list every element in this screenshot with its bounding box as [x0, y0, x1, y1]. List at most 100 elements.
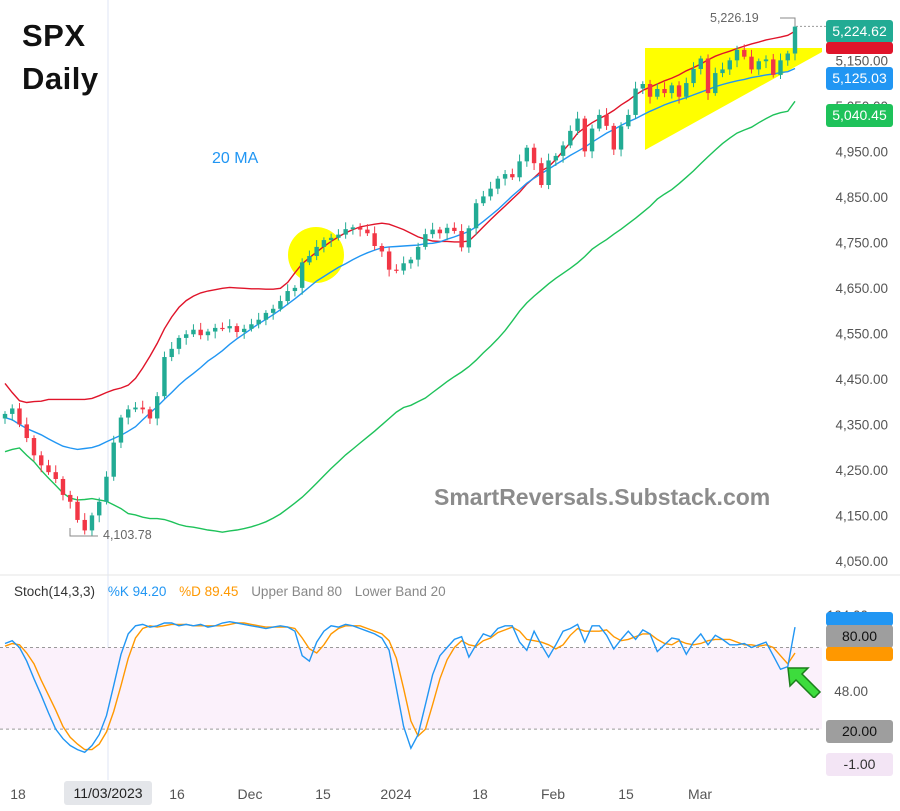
stoch-axis-tick: 48.00 [834, 684, 868, 699]
candle [575, 111, 580, 135]
candle [357, 223, 363, 237]
x-axis-label: 18 [10, 786, 26, 802]
price-axis-tick: 5,150.00 [835, 53, 888, 68]
candle-body [669, 85, 674, 94]
candle [553, 153, 559, 166]
candle-body [183, 334, 189, 338]
candle [365, 224, 370, 236]
candle [220, 322, 225, 332]
candle-body [684, 83, 689, 97]
watermark: SmartReversals.Substack.com [434, 484, 771, 510]
candle-body [205, 331, 211, 336]
candle [408, 256, 414, 269]
candle-body [415, 246, 421, 260]
candle-body [756, 61, 761, 70]
candle-body [763, 59, 769, 62]
candle [292, 285, 298, 297]
price-axis-tick: 4,550.00 [835, 326, 888, 341]
candle-body [256, 319, 261, 325]
candle [314, 240, 319, 261]
candle-body [727, 60, 732, 70]
candle-body [350, 227, 356, 230]
candle [582, 115, 588, 157]
candle [24, 417, 29, 443]
x-axis-label: Feb [541, 786, 565, 802]
candle [539, 157, 544, 188]
candle [423, 228, 428, 250]
candle-body [517, 161, 522, 178]
candle-body [307, 256, 312, 263]
candle [597, 109, 602, 132]
candle [676, 81, 682, 104]
candle [705, 54, 711, 100]
candle-body [234, 326, 240, 333]
candle [662, 82, 667, 98]
candle [792, 22, 798, 61]
x-axis-label: 2024 [380, 786, 411, 802]
candle [227, 319, 232, 333]
candle-body [89, 515, 95, 531]
x-axis-label: 15 [315, 786, 331, 802]
candle [191, 324, 196, 338]
candle-body [473, 203, 479, 229]
candle-body [68, 494, 73, 502]
candle [234, 323, 240, 338]
stoch-k-line [4, 620, 796, 754]
candle [437, 226, 443, 239]
candle-body [611, 125, 617, 150]
candle [241, 324, 247, 339]
candle [415, 242, 421, 267]
candle [350, 224, 356, 235]
candle-body [336, 234, 341, 238]
candle [647, 79, 653, 104]
price-axis-tick: 4,150.00 [835, 508, 888, 523]
candle [517, 154, 522, 182]
candle-body [640, 83, 645, 89]
candle [53, 465, 58, 484]
candle-body [452, 227, 457, 231]
candle-body [126, 409, 131, 418]
candle-body [749, 56, 754, 70]
candle [140, 400, 145, 414]
candle-body [597, 114, 602, 129]
candle-body [539, 163, 544, 186]
price-axis-tick: 4,650.00 [835, 281, 888, 296]
candle [742, 44, 747, 60]
candle [17, 402, 22, 428]
stoch-k-tag [826, 612, 893, 626]
candle-body [75, 501, 80, 520]
candle [785, 50, 790, 66]
candle [778, 53, 783, 79]
candle [299, 258, 305, 295]
candle-body [97, 501, 102, 516]
candle-body [169, 348, 174, 358]
candle [430, 222, 435, 239]
candle-body [444, 227, 450, 234]
candle-body [133, 407, 138, 410]
chart-title-symbol: SPX [22, 18, 86, 53]
candle [604, 108, 609, 130]
candle-body [546, 160, 551, 186]
candle [307, 250, 312, 266]
high-marker-line [780, 17, 796, 26]
candle-body [459, 230, 464, 248]
candle [502, 170, 508, 186]
candle-body [691, 68, 696, 84]
candle-body [198, 329, 203, 336]
candle-body [140, 407, 145, 410]
candle-body [365, 229, 370, 234]
candle [720, 62, 725, 78]
candle-body [111, 442, 116, 477]
stoch-legend-name: Stoch(14,3,3) [14, 584, 96, 599]
candle-body [423, 234, 428, 247]
candle-body [328, 237, 334, 241]
candle [89, 512, 95, 536]
candle [328, 233, 334, 247]
candle [336, 229, 341, 241]
candle [379, 243, 385, 257]
stoch-d-tag [826, 647, 893, 661]
candle-body [372, 233, 377, 246]
candle-body [82, 519, 87, 531]
candle-body [343, 229, 348, 235]
